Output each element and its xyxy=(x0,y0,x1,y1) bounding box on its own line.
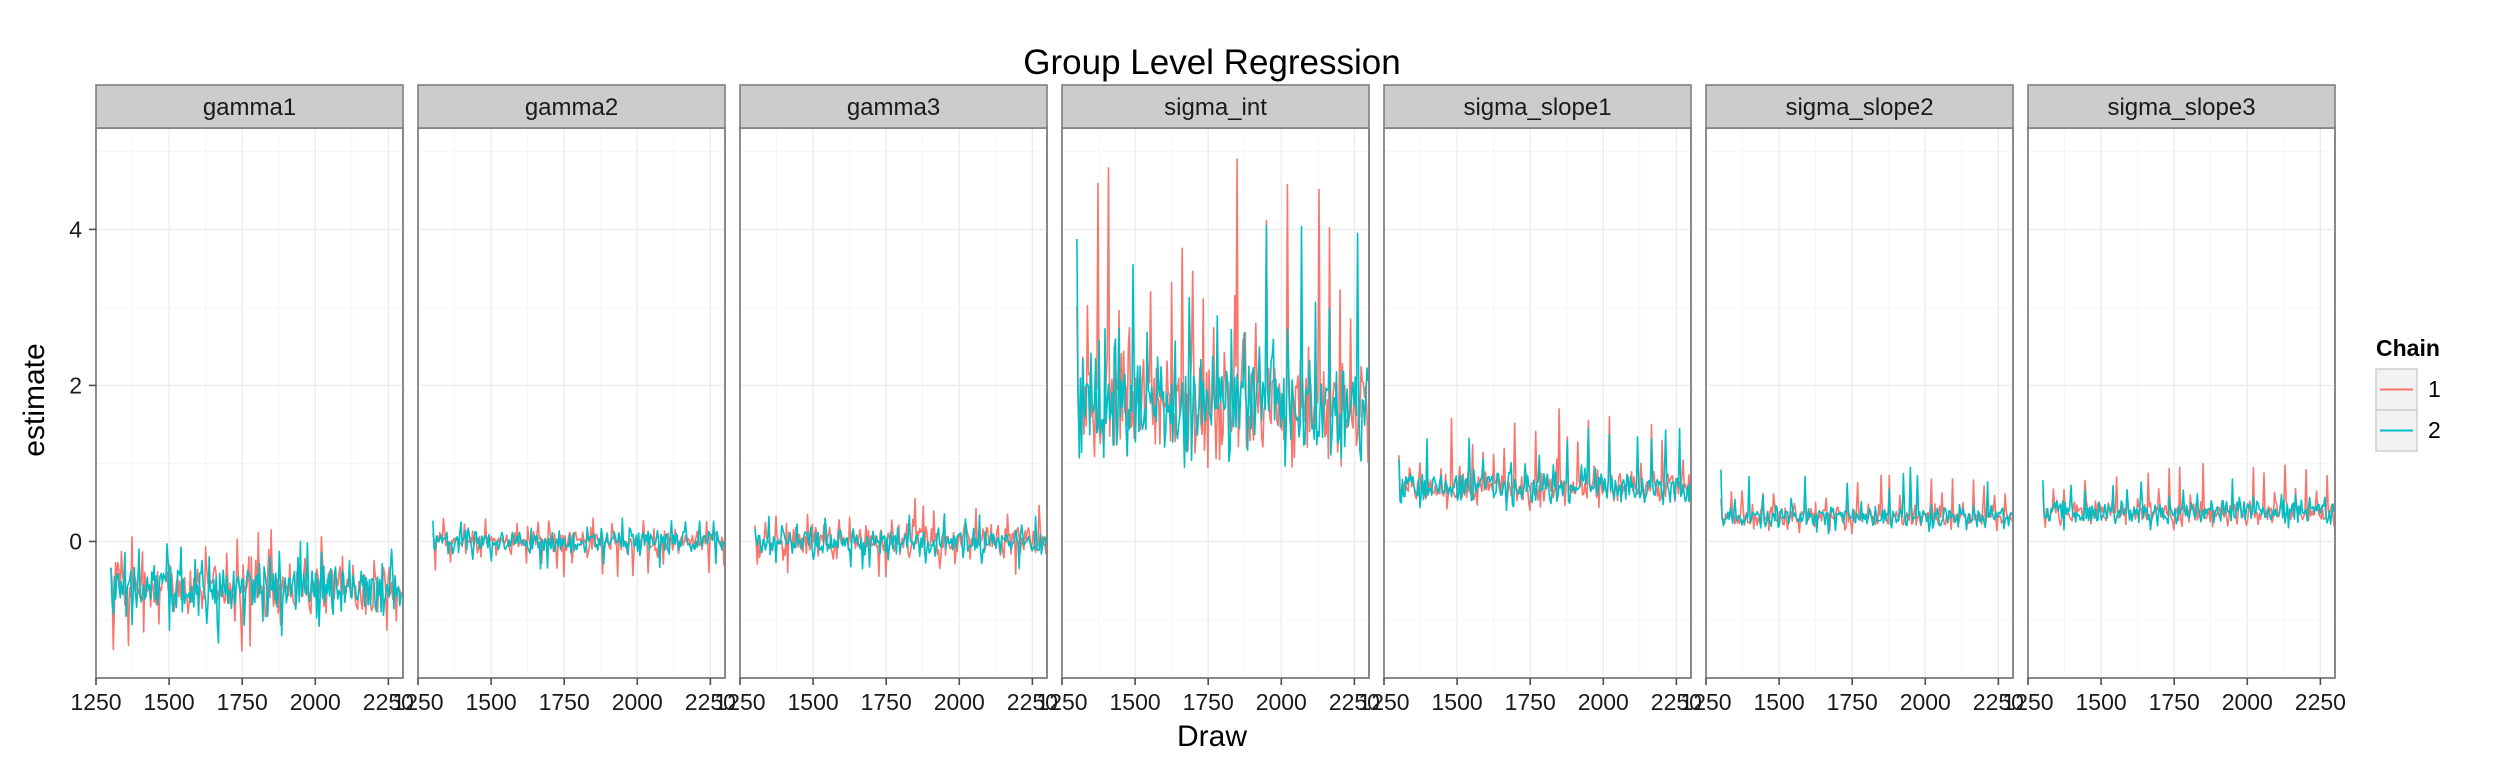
x-tick-label: 1250 xyxy=(2002,689,2053,715)
chart-title: Group Level Regression xyxy=(1023,43,1400,82)
trace-line-sigma_slope1-chain-2 xyxy=(1398,427,1691,512)
strip-gamma3 xyxy=(739,84,1048,129)
panel-background xyxy=(1383,127,1692,679)
trace-line-sigma_int-chain-2 xyxy=(1076,224,1369,469)
panel-background xyxy=(417,127,726,679)
x-tick-label: 1500 xyxy=(1432,689,1483,715)
panel-gamma2: gamma2 1250 1500 1750 2000 2250 xyxy=(392,84,736,715)
strip-sigma_int xyxy=(1061,84,1370,129)
strip-sigma_slope1 xyxy=(1383,84,1692,129)
x-tick-label: 1500 xyxy=(788,689,839,715)
x-tick-label: 1750 xyxy=(1505,689,1556,715)
x-tick-label: 1250 xyxy=(714,689,765,715)
x-tick-label: 2250 xyxy=(363,689,414,715)
panel-sigma_int: sigma_int 1250 1500 1750 2000 2250 xyxy=(1036,84,1380,715)
x-tick-label: 1750 xyxy=(217,689,268,715)
x-tick-label: 2000 xyxy=(934,689,985,715)
x-tick-label: 1250 xyxy=(70,689,121,715)
panel-sigma_slope2: sigma_slope2 1250 1500 1750 2000 2250 xyxy=(1680,84,2024,715)
strip-label-gamma1: gamma1 xyxy=(203,94,296,121)
panel-background xyxy=(1705,127,2014,679)
trace-line-gamma1-chain-2 xyxy=(110,540,403,644)
legend-label-chain-1: 1 xyxy=(2428,376,2441,402)
x-tick-label: 1500 xyxy=(144,689,195,715)
y-tick-label: 0 xyxy=(69,528,82,554)
x-tick-label: 2250 xyxy=(2295,689,2346,715)
panel-gamma1: gamma1 1250 1500 1750 2000 2250 0 2 4 xyxy=(69,84,414,715)
panel-background xyxy=(739,127,1048,679)
x-tick-label: 1250 xyxy=(1680,689,1731,715)
x-tick-label: 2000 xyxy=(612,689,663,715)
x-tick-label: 2000 xyxy=(1256,689,1307,715)
strip-gamma2 xyxy=(417,84,726,129)
panel-background xyxy=(2027,127,2336,679)
y-axis-title: estimate xyxy=(18,343,51,456)
x-tick-label: 2000 xyxy=(290,689,341,715)
x-tick-label: 2000 xyxy=(1578,689,1629,715)
strip-label-gamma2: gamma2 xyxy=(525,94,618,121)
strip-sigma_slope2 xyxy=(1705,84,2014,129)
panel-gamma3: gamma3 1250 1500 1750 2000 2250 xyxy=(714,84,1058,715)
strip-label-sigma_int: sigma_int xyxy=(1164,94,1267,121)
x-tick-label: 2000 xyxy=(2222,689,2273,715)
strip-label-sigma_slope3: sigma_slope3 xyxy=(2107,94,2255,121)
trace-line-sigma_slope1-chain-1 xyxy=(1398,408,1691,512)
panel-sigma_slope3: sigma_slope3 1250 1500 1750 2000 2250 xyxy=(2002,84,2346,715)
strip-label-sigma_slope2: sigma_slope2 xyxy=(1785,94,1933,121)
x-tick-label: 1250 xyxy=(1036,689,1087,715)
trace-line-gamma3-chain-2 xyxy=(754,513,1047,570)
x-tick-label: 1500 xyxy=(1754,689,1805,715)
x-tick-label: 1750 xyxy=(539,689,590,715)
x-tick-label: 1500 xyxy=(466,689,517,715)
x-tick-label: 2250 xyxy=(1973,689,2024,715)
panel-sigma_slope1: sigma_slope1 1250 1500 1750 2000 2250 xyxy=(1358,84,1702,715)
x-axis-title: Draw xyxy=(1177,720,1247,753)
facet-panels: gamma1 1250 1500 1750 2000 2250 0 2 4 gamma2 1250 1… xyxy=(69,84,2346,715)
strip-label-gamma3: gamma3 xyxy=(847,94,940,121)
x-tick-label: 1500 xyxy=(2076,689,2127,715)
x-tick-label: 1500 xyxy=(1110,689,1161,715)
legend-title: Chain xyxy=(2376,335,2440,361)
x-tick-label: 1750 xyxy=(861,689,912,715)
x-tick-label: 1750 xyxy=(1827,689,1878,715)
x-tick-label: 1250 xyxy=(1358,689,1409,715)
trace-line-sigma_slope3-chain-2 xyxy=(2042,478,2335,531)
strip-gamma1 xyxy=(95,84,404,129)
trace-line-gamma2-chain-2 xyxy=(432,517,725,570)
x-tick-label: 2250 xyxy=(1007,689,1058,715)
y-tick-label: 2 xyxy=(69,372,82,398)
y-tick-label: 4 xyxy=(69,216,82,242)
strip-sigma_slope3 xyxy=(2027,84,2336,129)
x-tick-label: 2250 xyxy=(685,689,736,715)
x-tick-label: 2250 xyxy=(1651,689,1702,715)
x-tick-label: 1250 xyxy=(392,689,443,715)
legend-label-chain-2: 2 xyxy=(2428,417,2441,443)
x-tick-label: 2000 xyxy=(1900,689,1951,715)
x-tick-label: 1750 xyxy=(1183,689,1234,715)
x-tick-label: 1750 xyxy=(2149,689,2200,715)
trace-line-sigma_slope2-chain-2 xyxy=(1720,466,2013,535)
x-tick-label: 2250 xyxy=(1329,689,1380,715)
legend: Chain 1 2 xyxy=(2375,335,2441,452)
strip-label-sigma_slope1: sigma_slope1 xyxy=(1463,94,1611,121)
